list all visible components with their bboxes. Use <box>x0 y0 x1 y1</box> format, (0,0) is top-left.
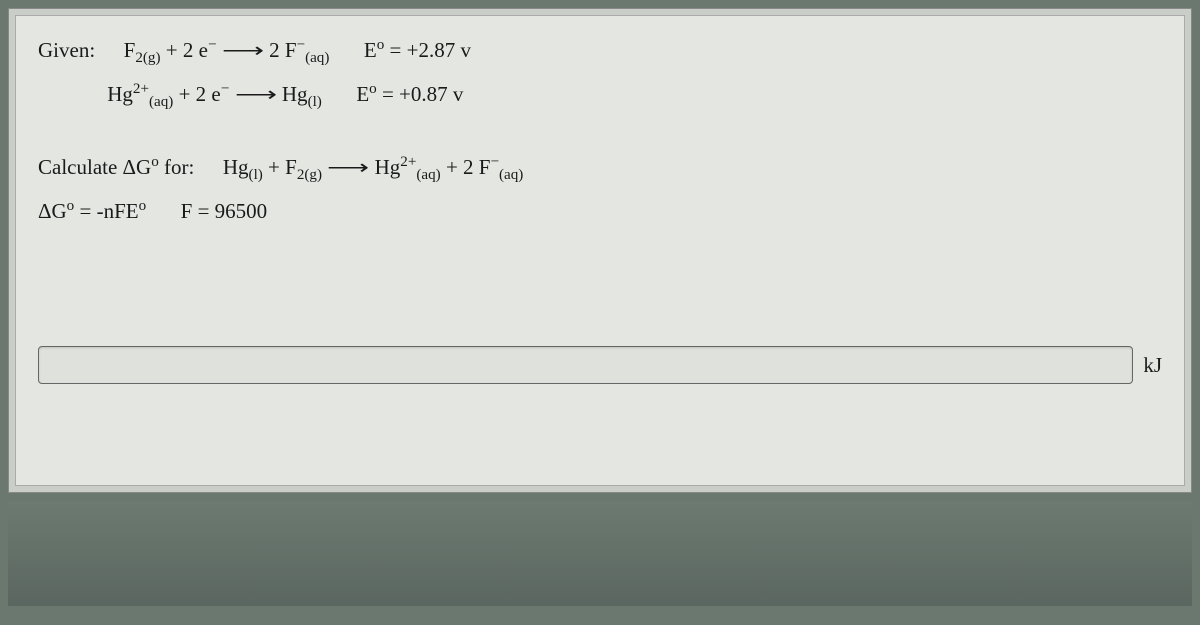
eq2-species1: Hg <box>107 82 133 106</box>
eq2-e0-val: = +0.87 v <box>377 82 464 106</box>
eq3-r2-sub: (aq) <box>499 167 523 183</box>
eq1-e-sup: − <box>208 37 217 53</box>
answer-input[interactable] <box>38 346 1133 384</box>
eq1-rhs-sup: − <box>297 37 306 53</box>
eq1-plus: + 2 e <box>166 38 208 62</box>
answer-row: kJ <box>38 346 1162 384</box>
given-line-1: Given: F2(g) + 2 e− ⟶ 2 F−(aq) Eo = +2.8… <box>38 34 1162 68</box>
eq2-plus: + 2 e <box>179 82 221 106</box>
arrow-icon: ⟶ <box>327 151 369 185</box>
unit-label: kJ <box>1143 353 1162 378</box>
eq1-rhs-coef: 2 F <box>269 38 296 62</box>
eq2-sub1: (aq) <box>149 94 173 110</box>
eq2-e0-sup: o <box>369 81 377 97</box>
eq2-rhs: Hg <box>282 82 308 106</box>
given-label: Given: <box>38 38 95 62</box>
eq1-sub1: 2(g) <box>135 50 160 66</box>
eq3-r1-sub: (aq) <box>416 167 440 183</box>
eq3-plus: + F <box>268 155 297 179</box>
formula-eq: = -nFE <box>74 199 138 223</box>
eq2-rhs-sub: (l) <box>308 94 322 110</box>
eq3-l1-sub: (l) <box>249 167 263 183</box>
eq1-e0-label: E <box>364 38 377 62</box>
arrow-icon: ⟶ <box>222 34 264 68</box>
formula-dg: ΔG <box>38 199 67 223</box>
eq3-l2-sub: 2(g) <box>297 167 322 183</box>
formula-eq-sup: o <box>139 198 147 214</box>
eq3-r1: Hg <box>375 155 401 179</box>
calc-for: for: <box>159 155 195 179</box>
eq1-species1: F <box>124 38 136 62</box>
calc-sup: o <box>151 154 159 170</box>
calc-label: Calculate ΔG <box>38 155 151 179</box>
bottom-strip <box>8 501 1192 606</box>
eq3-plus2: + 2 F <box>446 155 491 179</box>
eq2-e0-label: E <box>356 82 369 106</box>
given-line-2: Hg2+(aq) + 2 e− ⟶ Hg(l) Eo = +0.87 v <box>38 78 1162 112</box>
question-frame: Given: F2(g) + 2 e− ⟶ 2 F−(aq) Eo = +2.8… <box>8 8 1192 493</box>
arrow-icon: ⟶ <box>235 78 277 112</box>
eq1-e0-val: = +2.87 v <box>384 38 471 62</box>
eq1-rhs-sub: (aq) <box>305 50 329 66</box>
eq3-l1: Hg <box>223 155 249 179</box>
eq2-sup1: 2+ <box>133 81 149 97</box>
formula-f: F = 96500 <box>181 199 268 223</box>
eq3-r2-sup: − <box>490 154 499 170</box>
formula-line: ΔGo = -nFEo F = 96500 <box>38 195 1162 229</box>
eq2-e-sup: − <box>221 81 230 97</box>
calculate-line: Calculate ΔGo for: Hg(l) + F2(g) ⟶ Hg2+(… <box>38 151 1162 185</box>
eq3-r1-sup: 2+ <box>400 154 416 170</box>
question-content: Given: F2(g) + 2 e− ⟶ 2 F−(aq) Eo = +2.8… <box>15 15 1185 486</box>
